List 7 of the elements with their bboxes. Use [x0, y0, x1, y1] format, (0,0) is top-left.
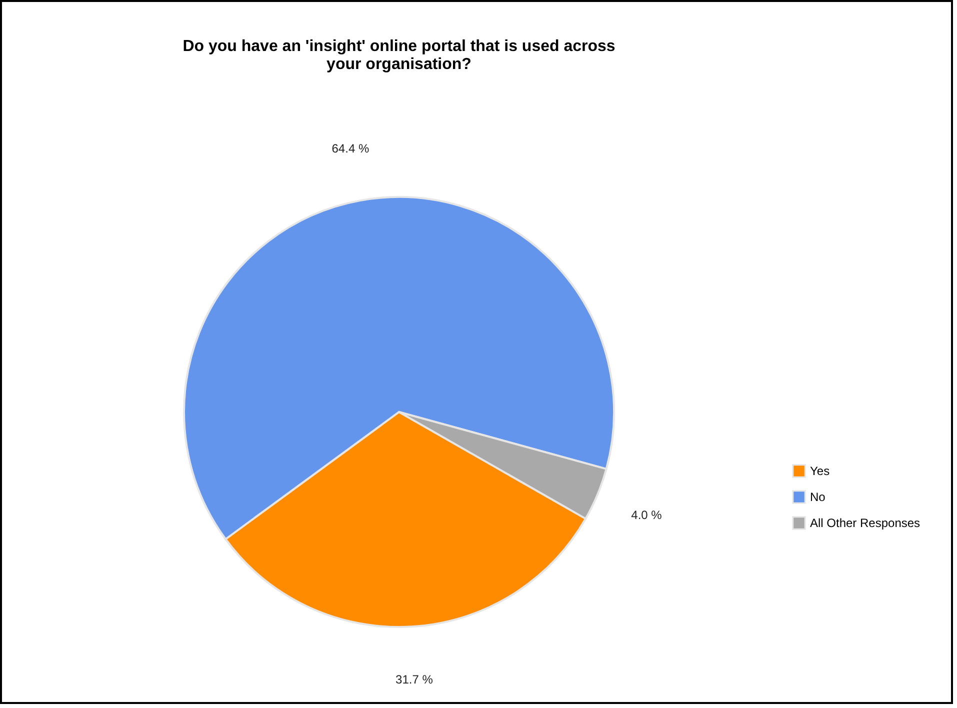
data-label: 64.4 % — [332, 141, 370, 156]
legend-label: No — [810, 490, 826, 504]
data-label: 4.0 % — [631, 508, 662, 522]
data-label: 31.7 % — [396, 672, 434, 687]
chart-title: Do you have an 'insight' online portal that is used across your organisation? — [182, 38, 616, 73]
legend-label: Yes — [810, 464, 830, 478]
legend-label: All Other Responses — [810, 516, 920, 530]
